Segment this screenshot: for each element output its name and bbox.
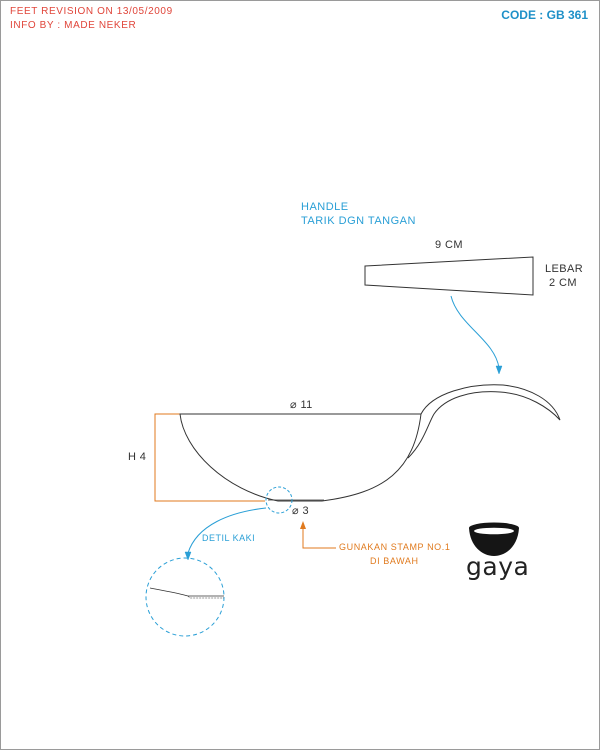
- gaya-logo-text: gaya: [466, 552, 530, 581]
- stamp-arrow: [302, 528, 336, 549]
- handle-title: HANDLE: [301, 201, 349, 213]
- handle-flat-outline: [364, 256, 534, 296]
- bowl-height-label: H 4: [128, 451, 147, 463]
- revision-text: FEET REVISION ON 13/05/2009: [10, 6, 173, 17]
- stamp-arrow-head: [300, 521, 306, 529]
- bowl-diameter-label: ⌀ 11: [290, 399, 313, 411]
- handle-width-label-2: 2 CM: [549, 277, 577, 289]
- foot-detail-profile-step: [187, 595, 224, 599]
- stamp-note-line-2: DI BAWAH: [370, 556, 419, 566]
- handle-length-label: 9 CM: [435, 239, 463, 251]
- height-dimension-line: [154, 413, 265, 502]
- handle-arrow-head: [495, 365, 503, 375]
- bowl-outline: [179, 413, 422, 502]
- foot-detail-arrow: [187, 507, 267, 554]
- handle-width-label-1: LEBAR: [545, 263, 584, 275]
- info-text: INFO BY : MADE NEKER: [10, 20, 137, 31]
- foot-detail-label: DETIL KAKI: [202, 533, 256, 543]
- foot-detail-profile: [149, 587, 224, 597]
- handle-arrow: [450, 295, 500, 369]
- bowl-handle: [407, 384, 561, 459]
- foot-detail-zoom: [145, 557, 225, 637]
- foot-detail-arrow-head: [184, 551, 192, 561]
- product-code: CODE : GB 361: [501, 8, 588, 22]
- handle-subtitle: TARIK DGN TANGAN: [301, 215, 416, 227]
- base-diameter-label: ⌀ 3: [292, 505, 309, 517]
- stamp-note-line-1: GUNAKAN STAMP NO.1: [339, 542, 451, 552]
- foot-detail-marker: [265, 486, 293, 514]
- gaya-logo-bowl-icon: [469, 522, 519, 556]
